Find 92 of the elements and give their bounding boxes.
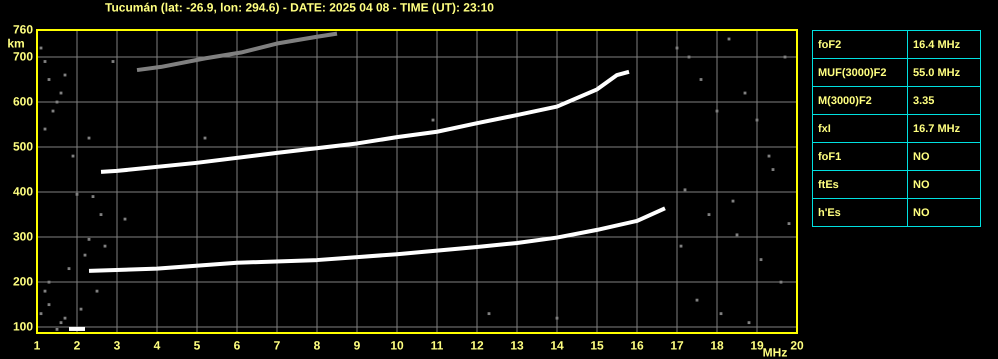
point — [52, 110, 54, 112]
x-tick-label: 12 — [470, 338, 484, 353]
point — [64, 74, 66, 76]
point — [40, 46, 42, 50]
point — [788, 222, 790, 226]
text: ftEs — [812, 170, 908, 198]
point — [48, 78, 50, 81]
y-tick-label: 200 — [12, 274, 34, 288]
x-tick-label: 5 — [194, 338, 201, 353]
point — [68, 267, 70, 270]
y-tick-label: 100 — [12, 319, 34, 334]
x-tick-label: 6 — [234, 338, 241, 353]
point — [772, 168, 774, 171]
x-tick-label: 7 — [274, 338, 281, 353]
point — [88, 238, 90, 241]
x-tick-label: 8 — [314, 338, 321, 353]
point — [48, 303, 50, 306]
point — [64, 316, 66, 320]
text: fxI — [812, 114, 908, 142]
point — [732, 200, 734, 202]
point — [124, 218, 126, 221]
x-tick-label: 20 — [790, 338, 804, 353]
text: 55.0 MHz — [908, 58, 980, 86]
y-tick-label: 760 — [12, 22, 34, 36]
point — [40, 312, 42, 316]
y-tick-label: 700 — [12, 49, 34, 64]
point — [84, 254, 86, 257]
x-tick-label: 19 — [750, 338, 764, 353]
text: 16.7 MHz — [908, 114, 980, 142]
x-tick-label: 4 — [154, 338, 161, 353]
point — [92, 195, 94, 198]
point — [680, 244, 682, 248]
x-tick-label: 9 — [354, 338, 361, 353]
point — [60, 92, 62, 94]
chart-title: Tucumán (lat: -26.9, lon: 294.6) - DATE: 2025 04 08 - TIME (UT): 23:10 — [105, 0, 494, 14]
text: h'Es — [812, 198, 908, 226]
point — [556, 316, 558, 320]
point — [44, 60, 46, 63]
x-tick-label: 17 — [670, 338, 684, 353]
point — [60, 321, 62, 324]
point — [708, 213, 710, 216]
x-tick-label: 18 — [710, 338, 724, 353]
point — [56, 328, 58, 331]
point — [760, 258, 762, 262]
point — [48, 280, 50, 284]
text: NO — [908, 170, 980, 198]
x-tick-label: 3 — [114, 338, 121, 353]
y-tick-label: 400 — [12, 184, 34, 198]
point — [700, 78, 702, 81]
point — [44, 128, 46, 130]
point — [744, 92, 746, 94]
text: NO — [908, 198, 980, 226]
point — [432, 118, 434, 122]
point — [728, 38, 730, 40]
text: foF2 — [812, 30, 908, 58]
x-tick-label: 15 — [590, 338, 604, 353]
point — [88, 136, 90, 140]
point — [488, 312, 490, 316]
text: foF1 — [812, 142, 908, 170]
point — [684, 188, 686, 192]
point — [768, 154, 770, 158]
point — [720, 312, 722, 316]
y-axis-title: km — [7, 36, 25, 50]
x-axis-title: MHz — [762, 345, 788, 359]
text: 16.4 MHz — [908, 30, 980, 58]
x-tick-label: 1 — [34, 338, 41, 353]
x-tick-label: 16 — [630, 338, 644, 353]
point — [80, 308, 82, 311]
y-tick-label: 600 — [12, 94, 34, 108]
point — [96, 290, 98, 293]
point — [204, 136, 206, 140]
x-tick-label: 14 — [550, 338, 564, 353]
point — [780, 280, 782, 284]
point — [112, 60, 114, 63]
text: NO — [908, 142, 980, 170]
point — [696, 298, 698, 302]
point — [104, 244, 106, 248]
y-tick-label: 500 — [12, 139, 34, 154]
text: MUF(3000)F2 — [812, 58, 908, 86]
point — [44, 290, 46, 293]
x-tick-label: 13 — [510, 338, 524, 353]
point — [748, 321, 750, 324]
point — [100, 213, 102, 216]
point — [736, 233, 738, 236]
x-tick-label: 10 — [390, 338, 404, 353]
text: 3.35 — [908, 86, 980, 114]
text: M(3000)F2 — [812, 86, 908, 114]
point — [76, 192, 78, 196]
y-tick-label: 300 — [12, 229, 34, 244]
x-tick-label: 2 — [74, 338, 81, 353]
point — [72, 154, 74, 158]
x-tick-label: 11 — [430, 338, 444, 353]
